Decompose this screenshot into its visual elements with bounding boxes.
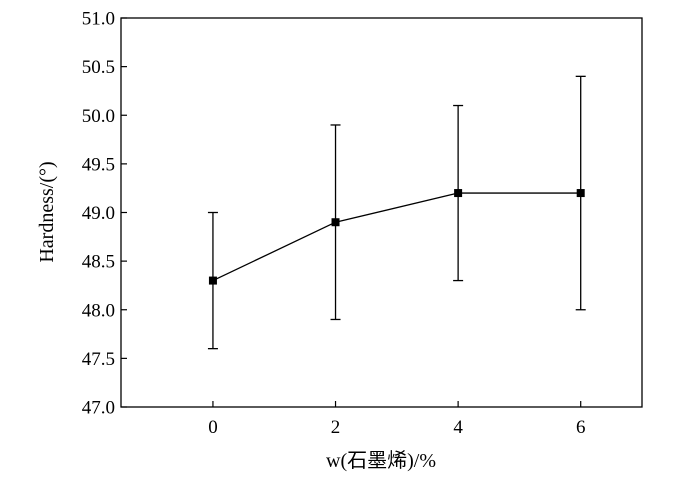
y-tick-label: 47.5 <box>82 349 115 370</box>
x-tick-label: 4 <box>453 417 463 438</box>
x-tick-label: 6 <box>576 417 586 438</box>
y-tick-label: 49.0 <box>82 203 115 224</box>
y-tick-label: 47.0 <box>82 398 115 419</box>
x-tick-label: 2 <box>331 417 341 438</box>
y-tick-label: 49.5 <box>82 154 115 175</box>
series-lines <box>212 192 581 282</box>
y-tick-label: 51.0 <box>82 9 115 30</box>
data-markers <box>208 189 585 285</box>
series-line-segment <box>212 221 336 282</box>
y-axis-ticks: 47.0 47.5 48.0 48.5 49.0 49.5 50.0 50.5 51.0 <box>82 9 127 419</box>
y-tick-label: 50.0 <box>82 106 115 127</box>
error-bars <box>207 75 586 350</box>
data-point-marker <box>208 276 217 285</box>
x-axis-title: w(石墨烯)/% <box>326 449 436 472</box>
y-tick-label: 48.5 <box>82 252 115 273</box>
data-point-marker <box>331 218 340 227</box>
y-axis-title: Hardness/(°) <box>36 161 58 262</box>
x-tick-label: 0 <box>208 417 218 438</box>
y-tick-label: 48.0 <box>82 300 115 321</box>
plot-frame <box>120 17 643 408</box>
series-line-segment <box>335 192 459 223</box>
x-axis-ticks: 0 2 4 6 <box>208 401 585 438</box>
y-tick-label: 50.5 <box>82 57 115 78</box>
data-point-marker <box>454 189 463 198</box>
data-point-marker <box>576 189 585 198</box>
